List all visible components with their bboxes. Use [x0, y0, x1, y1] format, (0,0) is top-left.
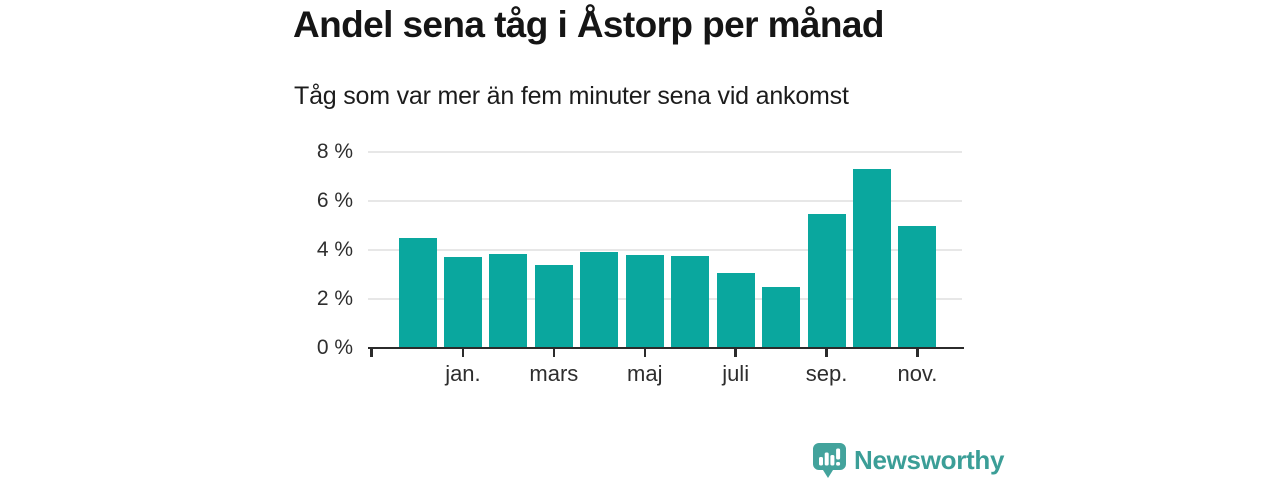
bar-aug. [762, 286, 801, 348]
tick-mark [825, 348, 828, 357]
tick-mark [734, 348, 737, 357]
newsworthy-logo: Newsworthy [812, 442, 1004, 479]
tick-mark [552, 348, 556, 357]
y-axis-label: 2 % [316, 287, 353, 310]
bar-dec. [398, 237, 437, 348]
y-axis-label: 4 % [316, 238, 353, 261]
gridline [368, 298, 962, 300]
tick-mark [643, 348, 646, 357]
y-axis-label: 0 % [316, 336, 353, 359]
bar-okt. [853, 169, 891, 348]
y-axis-label: 8 % [316, 140, 353, 163]
bar-maj [625, 254, 664, 348]
chart-title: Andel sena tåg i Åstorp per månad [293, 4, 884, 45]
newsworthy-logo-text: Newsworthy [854, 445, 1005, 475]
x-axis-label: sep. [805, 361, 848, 386]
bar-mars [534, 264, 573, 348]
tick-mark [370, 348, 373, 357]
bar-feb. [489, 253, 528, 348]
bar-juli [716, 273, 755, 348]
bar-jan. [443, 257, 482, 348]
gridline [368, 200, 962, 202]
plot-area [368, 151, 962, 348]
gridline [368, 249, 962, 251]
bar-apr. [580, 252, 619, 348]
gridline [368, 151, 962, 153]
bar-nov. [898, 225, 937, 348]
y-axis-label: 6 % [316, 189, 353, 212]
x-axis-label: juli [722, 361, 750, 386]
x-axis-baseline [368, 346, 964, 349]
x-axis-label: nov. [897, 361, 938, 386]
chart-subtitle: Tåg som var mer än fem minuter sena vid … [294, 82, 849, 110]
bar-juni [671, 256, 710, 348]
tick-mark [916, 348, 919, 357]
x-axis-label: mars [529, 361, 579, 386]
x-axis-label: jan. [445, 361, 481, 386]
bar-chart-speech-bubble-icon [813, 443, 846, 478]
x-axis-label: maj [627, 361, 663, 386]
tick-mark [461, 348, 465, 357]
bar-sep. [807, 214, 846, 348]
